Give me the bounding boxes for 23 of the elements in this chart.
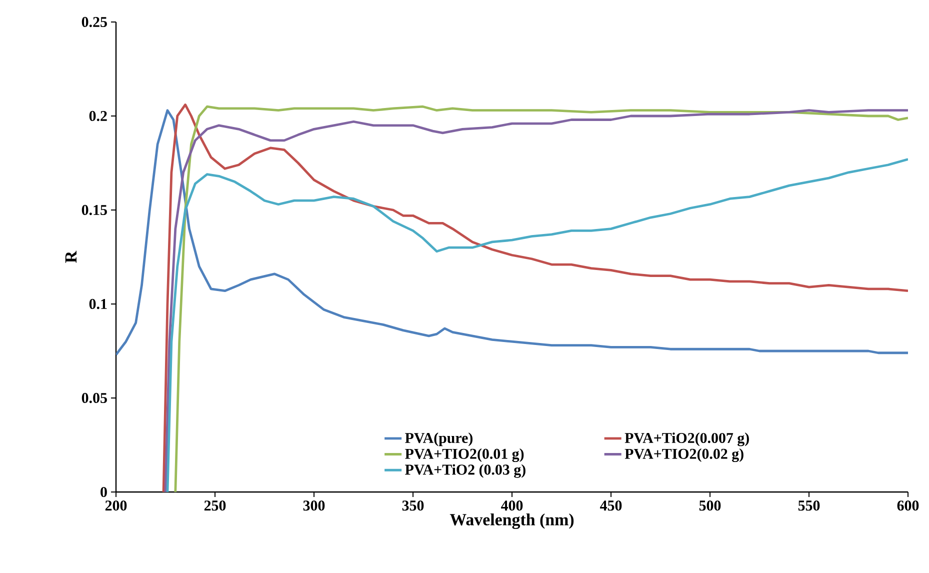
x-tick-label: 200: [105, 500, 127, 511]
x-axis-title: Wavelength (nm): [450, 513, 574, 529]
y-tick-label: 0.1: [89, 298, 107, 310]
x-tick-label: 350: [402, 500, 424, 511]
y-axis-title: R: [65, 250, 76, 263]
y-tick-label: 0.15: [82, 204, 107, 216]
line-series: [116, 109, 908, 356]
legend-label: PVA+TIO2(0.02 g): [624, 448, 744, 462]
y-tick-label: 0.25: [82, 16, 107, 28]
x-tick-label: 400: [500, 500, 523, 511]
y-tick-label: 0.05: [82, 392, 107, 404]
legend-label: PVA(pure): [405, 432, 472, 446]
x-tick-label: 600: [897, 500, 919, 511]
x-tick-label: 500: [699, 500, 721, 511]
y-tick-label: 0: [100, 486, 107, 498]
y-tick-label: 0.2: [89, 110, 107, 122]
x-tick-label: 300: [303, 500, 325, 511]
x-tick-label: 450: [600, 500, 622, 511]
x-tick-label: 550: [798, 500, 820, 511]
x-tick-label: 250: [204, 500, 226, 511]
legend-label: PVA+TiO2 (0.03 g): [405, 464, 526, 478]
legend-label: PVA+TiO2(0.007 g): [624, 432, 749, 446]
legend-label: PVA+TIO2(0.01 g): [405, 448, 524, 462]
